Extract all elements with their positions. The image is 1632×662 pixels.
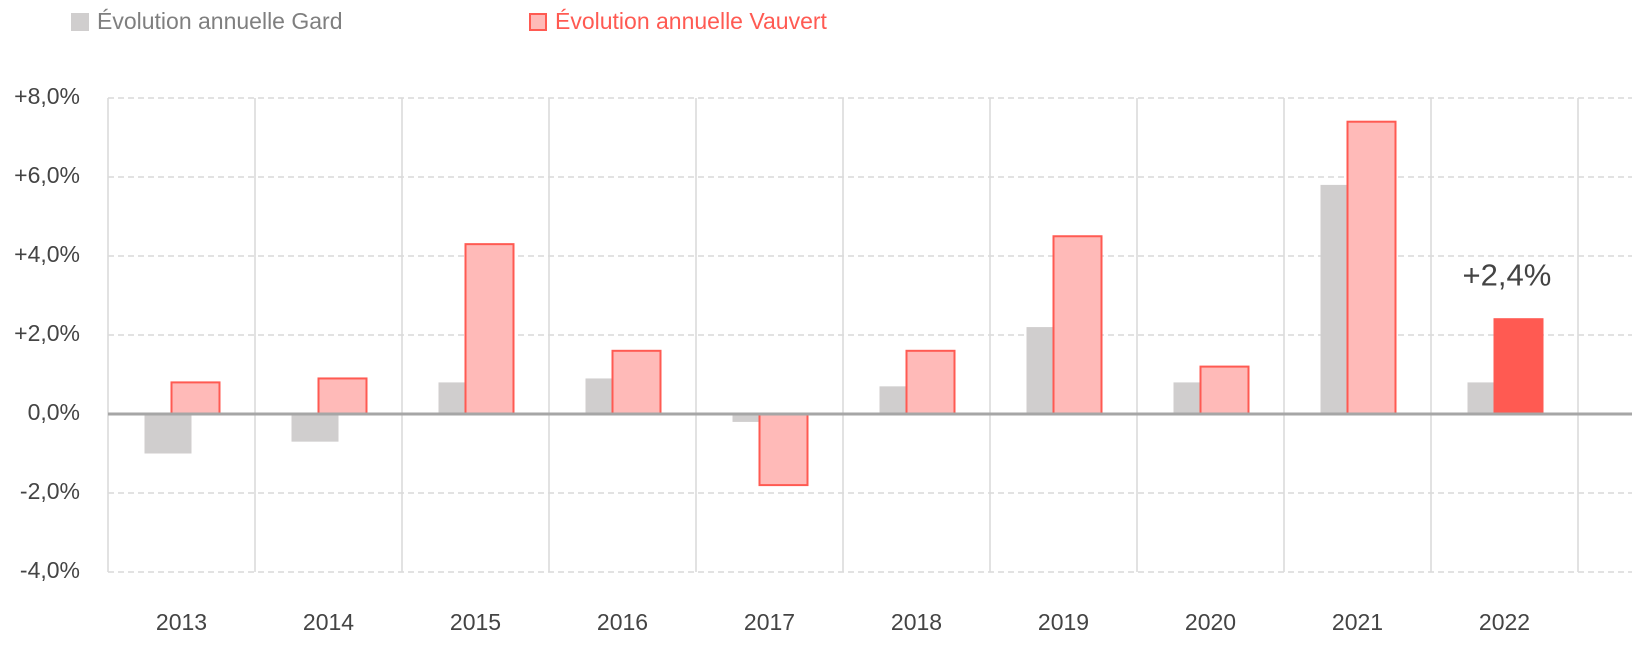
x-tick-label: 2013 xyxy=(156,609,207,635)
value-label: +2,4% xyxy=(1463,257,1552,292)
labels: Évolution annuelle Gard Évolution annuell… xyxy=(14,8,1551,635)
bar xyxy=(144,414,192,454)
x-tick-label: 2015 xyxy=(450,609,501,635)
y-tick-label: 0,0% xyxy=(28,399,80,425)
bar xyxy=(291,414,339,442)
bar xyxy=(1493,318,1544,416)
bar xyxy=(732,414,780,422)
y-tick-label: +8,0% xyxy=(14,83,80,109)
legend-label: Évolution annuelle Vauvert xyxy=(555,8,828,34)
y-tick-label: +2,0% xyxy=(14,320,80,346)
x-tick-label: 2021 xyxy=(1332,609,1383,635)
y-tick-label: +4,0% xyxy=(14,241,80,267)
x-tick-label: 2018 xyxy=(891,609,942,635)
legend-swatch xyxy=(71,13,89,31)
x-tick-label: 2019 xyxy=(1038,609,1089,635)
bar xyxy=(170,381,221,415)
x-tick-label: 2016 xyxy=(597,609,648,635)
legend-swatch xyxy=(529,13,547,31)
x-tick-label: 2022 xyxy=(1479,609,1530,635)
x-tick-label: 2017 xyxy=(744,609,795,635)
bars xyxy=(108,120,1632,487)
bar xyxy=(1346,120,1397,415)
bar xyxy=(1199,365,1250,416)
bar xyxy=(464,243,515,415)
x-tick-label: 2020 xyxy=(1185,609,1236,635)
bar xyxy=(611,349,662,415)
y-tick-label: -4,0% xyxy=(20,557,80,583)
bar xyxy=(1052,235,1103,415)
bar xyxy=(905,349,956,415)
y-tick-label: +6,0% xyxy=(14,162,80,188)
y-tick-label: -2,0% xyxy=(20,478,80,504)
x-tick-label: 2014 xyxy=(303,609,354,635)
bar xyxy=(758,413,809,487)
grid xyxy=(107,97,1632,573)
legend-label: Évolution annuelle Gard xyxy=(97,8,343,34)
bar xyxy=(317,377,368,416)
